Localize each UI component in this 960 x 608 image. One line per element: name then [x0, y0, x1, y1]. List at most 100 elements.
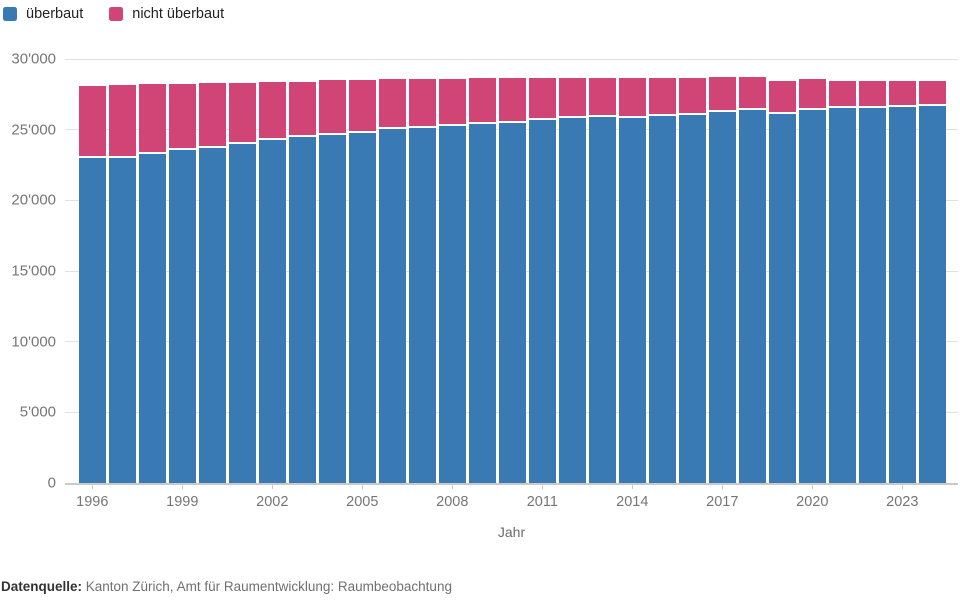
- bar-segment-ueberbaut-2005[interactable]: [348, 132, 376, 483]
- x-axis-tick: [541, 484, 543, 489]
- x-tick-label: 2011: [526, 494, 558, 510]
- y-tick-label: 15'000: [11, 262, 56, 280]
- bar-segment-ueberbaut-2012[interactable]: [558, 117, 586, 483]
- bar-segment-nicht-ueberbaut-1996[interactable]: [78, 86, 106, 158]
- bar-segment-nicht-ueberbaut-2002[interactable]: [258, 81, 286, 141]
- x-tick-label: 2014: [616, 494, 649, 510]
- bar-segment-ueberbaut-2009[interactable]: [468, 124, 496, 483]
- bar-segment-nicht-ueberbaut-2006[interactable]: [378, 78, 406, 130]
- bar-segment-ueberbaut-2000[interactable]: [198, 147, 226, 483]
- x-axis-tick: [181, 484, 183, 489]
- x-axis-tick: [811, 484, 813, 489]
- gridline: [65, 58, 958, 60]
- bar-segment-ueberbaut-1999[interactable]: [168, 149, 196, 483]
- bar-segment-ueberbaut-2023[interactable]: [888, 107, 916, 483]
- bar-segment-ueberbaut-2016[interactable]: [678, 115, 706, 483]
- bar-segment-ueberbaut-2019[interactable]: [768, 113, 796, 483]
- x-tick-label: 2005: [346, 494, 379, 510]
- bar-segment-ueberbaut-2014[interactable]: [618, 117, 646, 483]
- bar-segment-ueberbaut-2013[interactable]: [588, 116, 616, 483]
- bar-segment-ueberbaut-2020[interactable]: [798, 110, 826, 483]
- bar-segment-nicht-ueberbaut-1999[interactable]: [168, 84, 196, 150]
- bar-segment-ueberbaut-2004[interactable]: [318, 135, 346, 483]
- bar-segment-nicht-ueberbaut-2007[interactable]: [408, 79, 436, 128]
- legend-swatch-ueberbaut: [3, 7, 17, 22]
- y-tick-label: 0: [47, 474, 56, 492]
- x-axis-ticks: [65, 484, 958, 490]
- bar-segment-nicht-ueberbaut-2001[interactable]: [228, 82, 256, 144]
- bar-segment-nicht-ueberbaut-2011[interactable]: [528, 77, 556, 121]
- bar-segment-nicht-ueberbaut-2022[interactable]: [858, 80, 886, 109]
- y-tick-label: 25'000: [11, 121, 56, 139]
- bar-segment-ueberbaut-2018[interactable]: [738, 110, 766, 483]
- x-tick-label: 2008: [436, 494, 469, 510]
- legend-label: überbaut: [26, 6, 84, 22]
- y-tick-label: 10'000: [11, 333, 56, 351]
- legend: überbaut nicht überbaut: [3, 7, 224, 22]
- bar-segment-nicht-ueberbaut-1997[interactable]: [108, 85, 136, 158]
- x-axis-tick: [361, 484, 363, 489]
- bar-segment-ueberbaut-2010[interactable]: [498, 123, 526, 483]
- bar-segment-ueberbaut-2017[interactable]: [708, 112, 736, 483]
- x-tick-label: 1996: [76, 494, 109, 510]
- x-tick-label: 1999: [166, 494, 199, 510]
- bar-segment-ueberbaut-2024[interactable]: [918, 106, 946, 483]
- bar-segment-ueberbaut-1997[interactable]: [108, 157, 136, 483]
- x-axis-tick: [451, 484, 453, 489]
- bar-segment-nicht-ueberbaut-2016[interactable]: [678, 77, 706, 115]
- bar-segment-ueberbaut-2022[interactable]: [858, 108, 886, 483]
- bar-segment-nicht-ueberbaut-2024[interactable]: [918, 80, 946, 107]
- bar-segment-ueberbaut-2021[interactable]: [828, 108, 856, 483]
- x-axis-labels: 1996 1999 2002 2005 2008 2011 2014 2017 2020 2023: [65, 494, 958, 512]
- x-tick-label: 2023: [886, 494, 919, 510]
- bar-segment-nicht-ueberbaut-2013[interactable]: [588, 77, 616, 117]
- x-axis-tick: [91, 484, 93, 489]
- bar-segment-nicht-ueberbaut-2017[interactable]: [708, 76, 736, 113]
- legend-label: nicht überbaut: [132, 6, 225, 22]
- legend-swatch-nicht-ueberbaut: [109, 7, 124, 22]
- bar-segment-nicht-ueberbaut-2005[interactable]: [348, 80, 376, 133]
- bar-segment-ueberbaut-2011[interactable]: [528, 120, 556, 483]
- legend-item-ueberbaut[interactable]: überbaut: [3, 7, 83, 22]
- x-tick-label: 2002: [256, 494, 289, 510]
- bar-segment-nicht-ueberbaut-2023[interactable]: [888, 80, 916, 108]
- bar-segment-nicht-ueberbaut-1998[interactable]: [138, 84, 166, 155]
- bar-segment-nicht-ueberbaut-2010[interactable]: [498, 77, 526, 123]
- y-tick-label: 20'000: [11, 191, 56, 209]
- y-axis: 0 5'000 10'000 15'000 20'000 25'000 30'000: [0, 51, 56, 492]
- bar-segment-ueberbaut-1996[interactable]: [78, 157, 106, 483]
- bar-segment-ueberbaut-2007[interactable]: [408, 128, 436, 483]
- bar-segment-ueberbaut-1998[interactable]: [138, 154, 166, 483]
- bar-segment-nicht-ueberbaut-2003[interactable]: [288, 81, 316, 138]
- bar-segment-nicht-ueberbaut-2021[interactable]: [828, 80, 856, 109]
- bar-segment-ueberbaut-2006[interactable]: [378, 129, 406, 483]
- bar-segment-ueberbaut-2008[interactable]: [438, 126, 466, 483]
- x-axis-tick: [901, 484, 903, 489]
- bar-segment-nicht-ueberbaut-2009[interactable]: [468, 78, 496, 124]
- bar-segment-nicht-ueberbaut-2020[interactable]: [798, 79, 826, 111]
- x-axis-title: Jahr: [497, 524, 526, 540]
- bar-segment-nicht-ueberbaut-2014[interactable]: [618, 77, 646, 118]
- bar-segment-ueberbaut-2015[interactable]: [648, 115, 676, 483]
- x-axis-tick: [721, 484, 723, 489]
- bar-segment-nicht-ueberbaut-2004[interactable]: [318, 80, 346, 135]
- source-label: Datenquelle:: [1, 579, 83, 594]
- source-text: Kanton Zürich, Amt für Raumentwicklung: …: [82, 579, 452, 594]
- bar-segment-nicht-ueberbaut-2018[interactable]: [738, 76, 766, 111]
- legend-item-nicht-ueberbaut[interactable]: nicht überbaut: [109, 7, 224, 22]
- bar-segment-ueberbaut-2002[interactable]: [258, 140, 286, 483]
- bar-segment-ueberbaut-2003[interactable]: [288, 137, 316, 483]
- x-tick-label: 2020: [796, 494, 829, 510]
- bar-segment-nicht-ueberbaut-2019[interactable]: [768, 80, 796, 114]
- bar-segment-nicht-ueberbaut-2008[interactable]: [438, 78, 466, 126]
- bar-segment-nicht-ueberbaut-2000[interactable]: [198, 82, 226, 148]
- x-tick-label: 2017: [706, 494, 739, 510]
- y-tick-label: 30'000: [11, 50, 56, 68]
- bar-segment-ueberbaut-2001[interactable]: [228, 143, 256, 483]
- chart-plot-area: [65, 58, 958, 485]
- x-axis-tick: [271, 484, 273, 489]
- x-axis-line: [65, 482, 958, 485]
- bar-segment-nicht-ueberbaut-2015[interactable]: [648, 77, 676, 116]
- bar-segment-nicht-ueberbaut-2012[interactable]: [558, 77, 586, 118]
